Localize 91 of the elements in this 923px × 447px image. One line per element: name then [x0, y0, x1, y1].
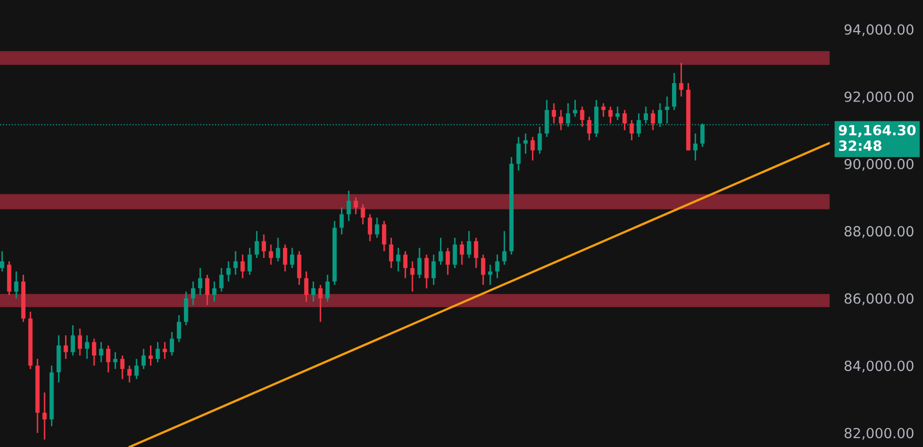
candlestick: [516, 136, 521, 172]
candlestick: [226, 260, 231, 282]
candlestick: [120, 354, 124, 380]
candlestick: [481, 254, 486, 286]
candlestick: [572, 99, 578, 118]
y-tick-label: 90,000.00: [844, 158, 914, 171]
candlestick: [340, 206, 344, 236]
candlestick: [587, 116, 592, 141]
candlestick: [630, 119, 634, 141]
candlestick: [495, 254, 500, 279]
candlestick: [148, 344, 153, 366]
candlestick: [248, 247, 252, 276]
candlestick: [304, 270, 308, 302]
candlestick: [368, 214, 372, 242]
candlestick: [184, 290, 188, 326]
candlestick: [325, 274, 330, 302]
candlestick: [608, 106, 613, 124]
y-tick-label: 82,000.00: [844, 428, 914, 440]
candlestick: [219, 267, 224, 292]
candlestick: [410, 260, 415, 292]
candlestick: [205, 274, 210, 306]
candlestick: [268, 244, 274, 266]
candlestick: [127, 364, 132, 384]
candlestick: [396, 247, 400, 272]
candlestick: [417, 247, 422, 279]
candlestick: [488, 264, 492, 286]
candlestick: [452, 237, 457, 269]
candlestick: [693, 132, 698, 162]
candlestick: [446, 247, 450, 276]
ref-line-label: 91,164.30 32:48: [838, 124, 916, 151]
candlestick: [42, 392, 47, 440]
candlestick: [0, 250, 4, 272]
y-tick-label: 92,000.00: [844, 92, 914, 104]
candlestick: [70, 324, 75, 356]
candlestick: [679, 62, 684, 98]
candlestick: [403, 250, 408, 279]
candlestick: [254, 230, 259, 259]
candlestick: [198, 267, 202, 296]
candlestick: [233, 250, 238, 276]
candlestick: [311, 280, 316, 302]
candlestick: [502, 230, 506, 266]
candlestick: [346, 190, 351, 222]
candlestick: [318, 284, 323, 323]
y-tick-label: 94,000.00: [844, 24, 914, 36]
candlestick: [374, 216, 380, 238]
candlestick: [113, 351, 118, 370]
candlestick: [262, 234, 266, 259]
candlestick: [64, 334, 68, 360]
candlestick: [290, 247, 294, 269]
candlestick: [84, 334, 90, 360]
candlestick: [162, 341, 167, 360]
candlestick: [438, 237, 443, 266]
candlestick: [389, 237, 394, 269]
candlestick: [282, 244, 288, 272]
candlestick: [170, 331, 174, 356]
candlestick: [297, 250, 302, 286]
candlestick: [460, 240, 464, 266]
candlestick: [92, 338, 96, 366]
candlestick: [601, 102, 606, 118]
candlestick: [360, 203, 366, 226]
candlestick: [106, 344, 110, 374]
candlestick: [466, 230, 472, 259]
candlestick: [474, 237, 478, 269]
candlestick: [580, 106, 584, 128]
y-tick-label: 88,000.00: [844, 226, 914, 238]
candlestick: [190, 280, 196, 306]
candlestick: [672, 72, 676, 111]
candlestick: [78, 328, 82, 356]
candlestick: [538, 126, 542, 154]
y-tick-label: 84,000.00: [844, 360, 914, 372]
candlestick: [354, 196, 358, 215]
candlestick: [658, 102, 662, 128]
candlestick: [664, 96, 670, 124]
candlestick: [14, 270, 18, 300]
candlestick: [141, 348, 146, 370]
candlestick: [156, 341, 160, 363]
y-tick-label: 86,000.00: [844, 293, 914, 306]
candlestick: [558, 109, 564, 131]
candlestick: [176, 314, 182, 343]
candlestick: [650, 109, 656, 131]
candlestick: [424, 254, 429, 289]
candlestick: [134, 358, 139, 380]
candlestick: [552, 102, 556, 124]
candlestick: [530, 136, 535, 162]
candlestick: [212, 280, 216, 302]
candlestick: [622, 109, 627, 131]
candlestick: [276, 237, 280, 262]
candlestick: [240, 254, 245, 279]
candlestick: [432, 254, 436, 286]
candlestick: [99, 341, 104, 363]
candlestick: [382, 220, 386, 252]
